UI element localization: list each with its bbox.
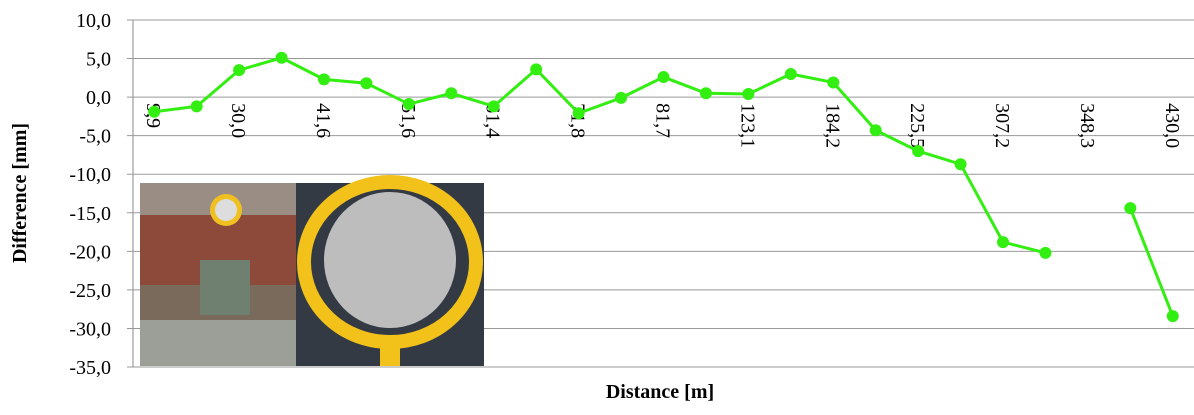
x-tick-label: 81,7 — [652, 103, 674, 138]
y-tick-label: -5,0 — [79, 126, 111, 148]
marker — [1124, 202, 1136, 214]
marker — [1039, 247, 1051, 259]
photo-mesh — [324, 192, 456, 328]
marker — [318, 73, 330, 85]
marker — [233, 64, 245, 76]
marker — [191, 100, 203, 112]
y-tick-label: 0,0 — [86, 87, 111, 109]
marker — [785, 68, 797, 80]
x-tick-label: 41,6 — [312, 103, 334, 138]
marker — [912, 145, 924, 157]
y-tick-label: -20,0 — [69, 241, 111, 263]
marker — [403, 98, 415, 110]
y-tick-label: -25,0 — [69, 280, 111, 302]
page: {"chart_data": {"type": "line", "x_label… — [0, 0, 1194, 415]
x-tick-label: 348,3 — [1076, 103, 1098, 148]
marker — [658, 71, 670, 83]
y-axis-title: Difference [mm] — [9, 123, 31, 263]
line — [1130, 208, 1172, 316]
marker — [955, 158, 967, 170]
marker — [573, 107, 585, 119]
marker — [360, 77, 372, 89]
marker — [742, 88, 754, 100]
y-tick-label: -10,0 — [69, 164, 111, 186]
marker — [997, 236, 1009, 248]
x-tick-label: 225,5 — [906, 103, 928, 148]
marker — [530, 63, 542, 75]
x-tick-label: 430,0 — [1161, 103, 1183, 148]
photo-tripod — [200, 260, 250, 315]
x-tick-label: 30,0 — [227, 103, 249, 138]
y-tick-label: 10,0 — [76, 10, 111, 32]
marker — [1167, 310, 1179, 322]
marker — [445, 87, 457, 99]
y-tick-label: -30,0 — [69, 318, 111, 340]
chart: Difference [mm] Distance [m] -35,0 -30,0 -… — [0, 0, 1194, 410]
y-tick-label: -15,0 — [69, 203, 111, 225]
photo-post — [380, 340, 400, 366]
marker — [488, 100, 500, 112]
y-tick-label: -35,0 — [69, 357, 111, 379]
marker — [615, 92, 627, 104]
marker — [870, 124, 882, 136]
marker — [148, 106, 160, 118]
photo-prism-glass — [215, 199, 237, 221]
photo-stone — [140, 320, 296, 366]
x-tick-label: 307,2 — [991, 103, 1013, 148]
y-tick-label: 5,0 — [86, 49, 111, 71]
marker — [700, 87, 712, 99]
x-tick-label: 123,1 — [736, 103, 758, 148]
marker — [827, 76, 839, 88]
photos — [140, 182, 484, 366]
x-tick-label: 184,2 — [821, 103, 843, 148]
x-axis-title: Distance [m] — [606, 381, 714, 403]
marker — [276, 52, 288, 64]
